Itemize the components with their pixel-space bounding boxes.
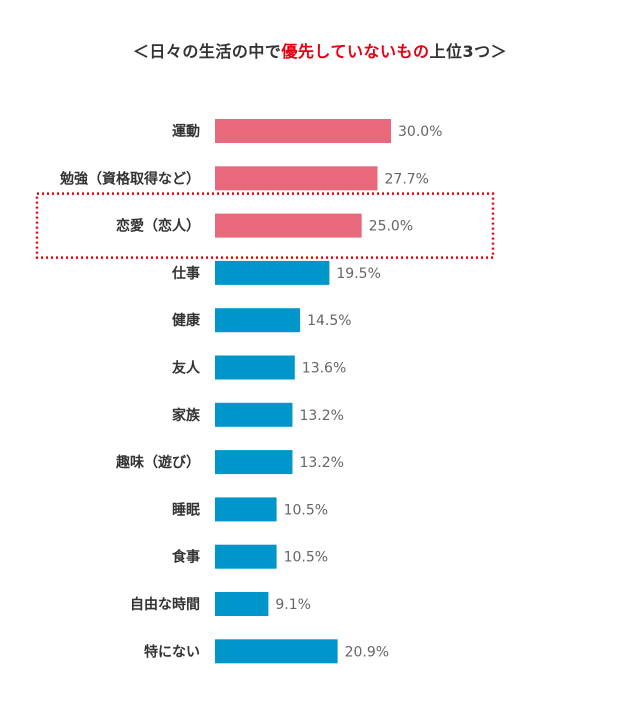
bar [215,544,277,569]
value-label: 30.0% [398,124,442,140]
bar [215,119,391,143]
category-label: 勉強（資格取得など） [59,170,200,187]
value-label: 9.1% [275,597,311,613]
category-label: 仕事 [171,265,200,282]
title-prefix: ＜日々の生活の中で [132,42,282,61]
title-highlight: 優先していないもの [281,42,430,61]
value-label: 13.6% [302,361,346,377]
category-label: 運動 [172,123,200,140]
category-label: 友人 [172,360,201,377]
bar [215,497,277,522]
category-label: 健康 [172,312,201,329]
value-label: 10.5% [284,502,328,518]
title-suffix: 上位3つ＞ [429,42,508,61]
value-label: 19.5% [336,266,380,282]
value-label: 27.7% [385,171,429,187]
value-label: 10.5% [284,550,328,566]
bar [215,166,378,191]
category-label: 自由な時間 [130,596,200,613]
bar [215,450,293,475]
value-label: 13.2% [299,408,343,424]
category-label: 特にない [144,643,200,660]
bar [215,260,330,285]
bar [215,402,293,427]
bar [215,639,338,664]
value-label: 25.0% [369,219,413,235]
value-label: 13.2% [299,455,343,471]
chart-title: ＜日々の生活の中で優先していないもの上位3つ＞ [0,38,640,62]
category-label: 恋愛（恋人） [116,218,200,235]
value-label: 14.5% [307,313,351,329]
category-label: 食事 [172,549,200,566]
bar [215,355,295,380]
bar [215,213,362,238]
category-label: 趣味（遊び） [115,454,200,471]
bar [215,308,301,333]
category-label: 睡眠 [172,502,200,518]
bar [215,592,269,616]
category-label: 家族 [172,407,201,424]
value-label: 20.9% [345,644,389,660]
